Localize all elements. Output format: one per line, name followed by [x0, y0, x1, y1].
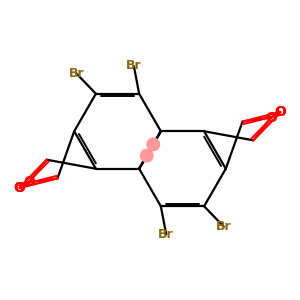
Text: Br: Br: [126, 59, 142, 72]
Text: O: O: [23, 176, 35, 190]
Text: O: O: [274, 105, 286, 119]
Text: Br: Br: [216, 220, 232, 233]
Circle shape: [147, 138, 160, 151]
Text: O: O: [14, 181, 26, 195]
Text: O: O: [14, 181, 26, 195]
Circle shape: [140, 149, 153, 162]
Text: O: O: [274, 105, 286, 119]
Text: Br: Br: [158, 228, 174, 241]
Text: Br: Br: [68, 67, 84, 80]
Text: O: O: [265, 110, 277, 124]
